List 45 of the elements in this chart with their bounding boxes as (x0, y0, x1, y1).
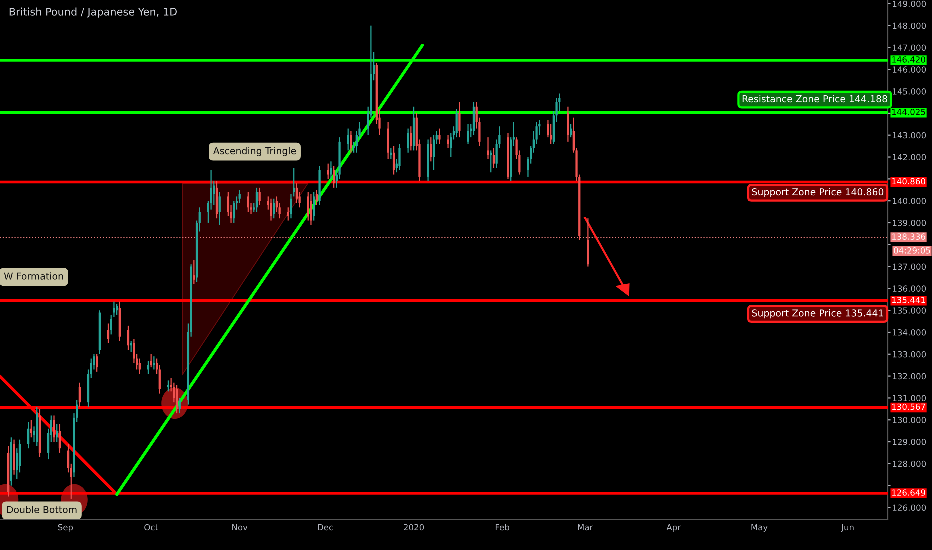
y-tick-label: 132.000 (893, 373, 926, 380)
y-tick-label: 137.000 (893, 264, 926, 270)
x-tick-label: Sep (58, 524, 74, 532)
ref-line-label: 138.336 (892, 234, 926, 240)
y-tick-label: 129.000 (893, 439, 926, 446)
ref-line-label: 140.860 (892, 178, 926, 185)
x-tick-label: Dec (318, 524, 334, 531)
y-tick-label: 131.000 (893, 395, 926, 402)
y-tick-label: 143.000 (893, 132, 926, 139)
annotation: Resistance Zone Price 144.188 (742, 95, 888, 103)
ref-line-label: 135.441 (892, 297, 926, 304)
ref-line-label: 146.420 (892, 56, 926, 63)
y-tick-label: 139.000 (893, 220, 926, 226)
y-tick-label: 142.000 (893, 154, 926, 161)
y-tick-label: 128.000 (893, 460, 926, 468)
x-tick-label: Apr (666, 524, 682, 532)
y-tick-label: 140.000 (893, 198, 926, 204)
ref-line-label: 130.567 (892, 404, 926, 410)
text: British Pound / Japanese Yen, 1D (10, 8, 178, 18)
x-tick-label: Oct (144, 524, 158, 531)
annotation: W Formation (4, 272, 64, 280)
y-tick-label: 149.000 (893, 0, 926, 8)
y-tick-label: 135.000 (893, 308, 926, 314)
y-tick-label: 146.000 (893, 66, 926, 73)
annotation: Support Zone Price 140.860 (752, 188, 884, 198)
x-tick-label: Mar (578, 524, 594, 531)
annotation: Ascending Tringle (213, 147, 296, 156)
ref-line-label: 126.649 (892, 490, 926, 496)
y-tick-label: 136.000 (893, 286, 926, 292)
annotation: Support Zone Price 135.441 (752, 310, 884, 319)
x-tick-label: Nov (232, 524, 248, 531)
y-tick-label: 147.000 (893, 44, 926, 52)
y-tick-label: 145.000 (893, 88, 926, 95)
y-tick-label: 133.000 (893, 351, 926, 358)
y-tick-label: 126.000 (893, 504, 926, 512)
text: 04:29:05 (894, 248, 930, 254)
x-tick-label: May (752, 524, 768, 532)
x-tick-label: Jun (841, 524, 854, 532)
y-tick-label: 134.000 (893, 329, 926, 336)
y-tick-label: 148.000 (893, 22, 926, 30)
y-tick-label: 130.000 (893, 417, 926, 424)
x-tick-label: Feb (496, 524, 510, 531)
annotation: Double Bottom (7, 506, 77, 514)
x-tick-label: 2020 (404, 524, 424, 531)
ref-line-label: 144.025 (892, 109, 926, 116)
